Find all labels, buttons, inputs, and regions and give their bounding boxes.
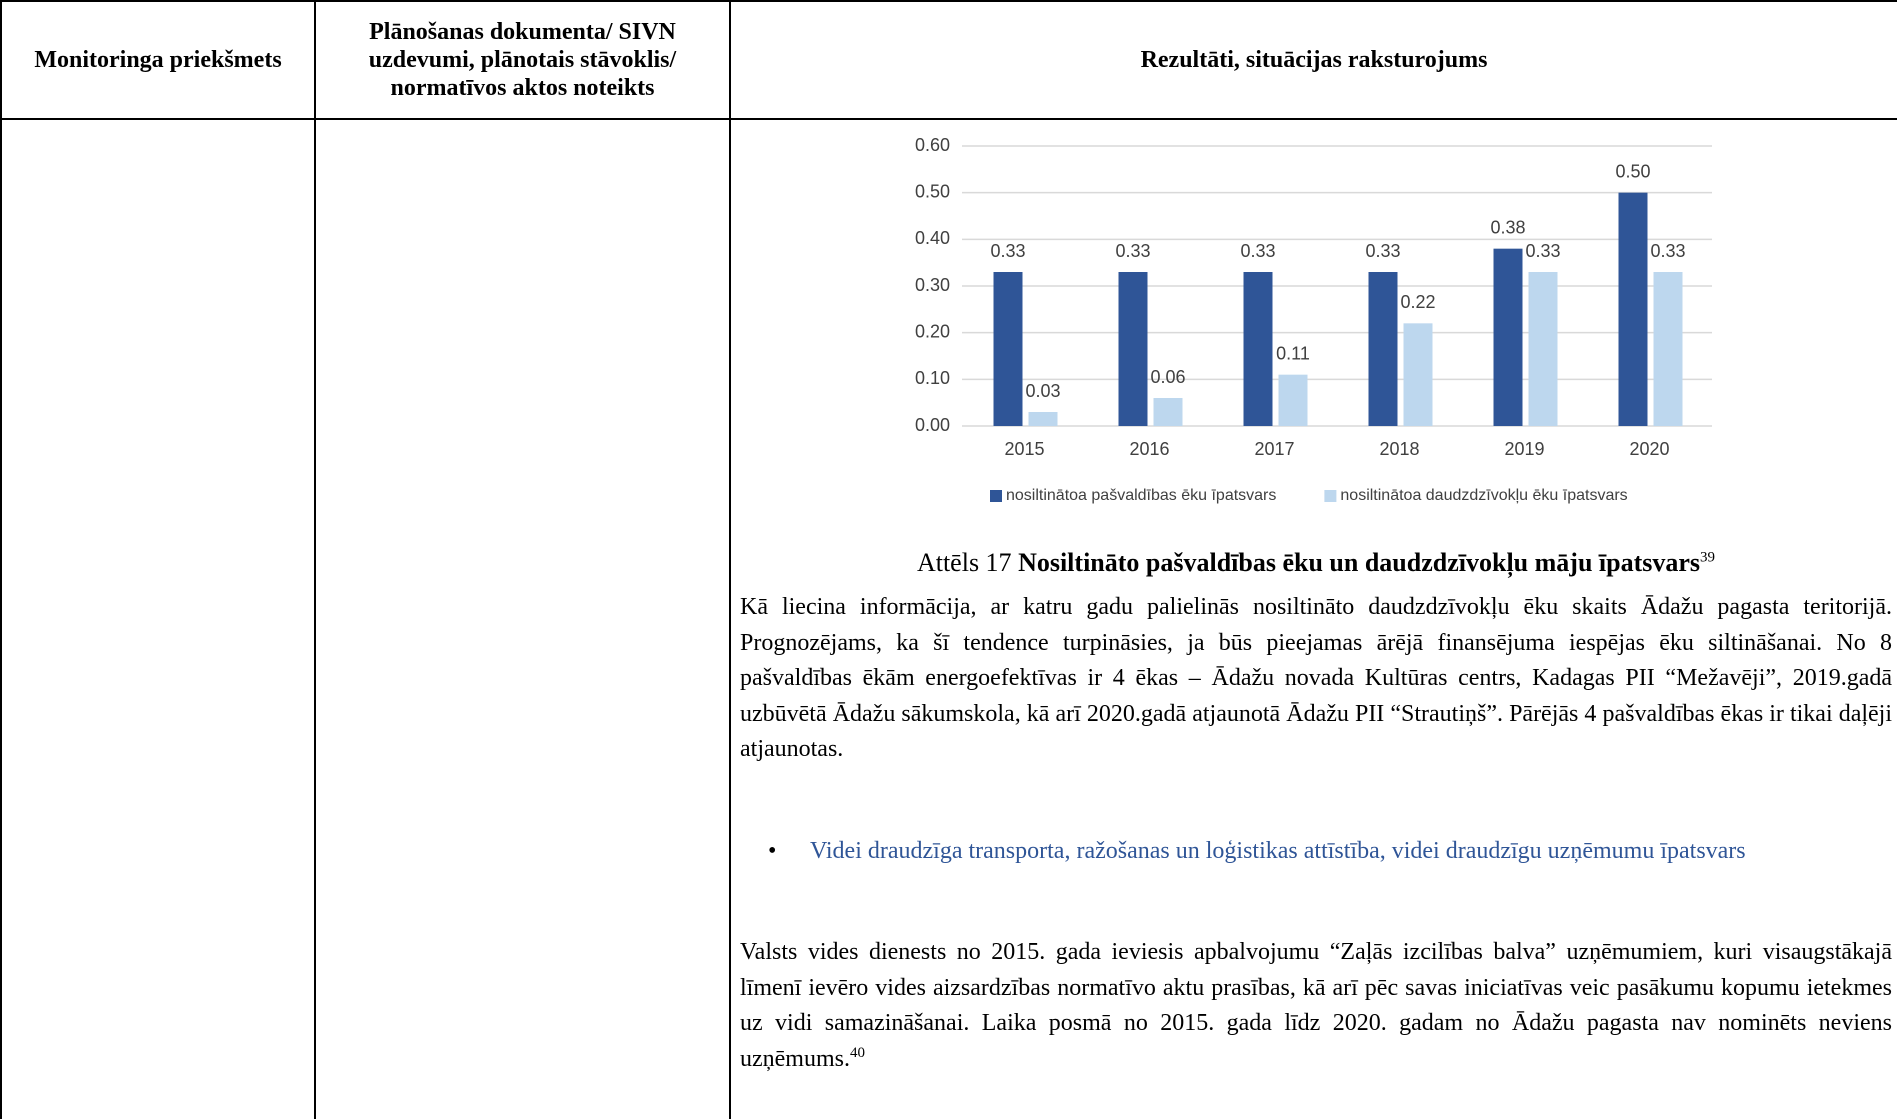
paragraph: Kā liecina informācija, ar katru gadu pa… (740, 594, 1892, 762)
bar (1153, 398, 1183, 426)
bar (1368, 272, 1398, 426)
y-tick-label: 0.50 (915, 181, 950, 201)
x-tick-label: 2015 (1004, 439, 1044, 459)
footnote-ref: 40 (849, 1044, 865, 1061)
caption-prefix: Attēls 17 (916, 548, 1012, 577)
data-label: 0.33 (1525, 241, 1560, 261)
bar (1278, 374, 1308, 426)
y-tick-label: 0.30 (915, 275, 950, 295)
data-label: 0.33 (1650, 241, 1685, 261)
bullet-item: Videi draudzīga transporta, ražošanas un… (810, 838, 1746, 864)
border (729, 0, 731, 1119)
paragraph-text: Valsts vides dienests no 2015. gada ievi… (740, 939, 1892, 1072)
caption-title: Nosiltināto pašvaldības ēku un daudzdzīv… (1018, 548, 1701, 577)
x-tick-label: 2016 (1129, 439, 1169, 459)
border (314, 0, 316, 1119)
border (0, 118, 1897, 120)
bar (1118, 272, 1148, 426)
border (0, 0, 1897, 2)
data-label: 0.33 (990, 241, 1025, 261)
header-cell: Rezultāti, situācijas raksturojums (1140, 47, 1488, 73)
data-label: 0.11 (1276, 343, 1310, 363)
y-tick-label: 0.60 (915, 135, 950, 155)
bar (1618, 192, 1648, 426)
data-label: 0.33 (1240, 241, 1275, 261)
bar (1028, 412, 1058, 426)
border (0, 0, 2, 1119)
data-label: 0.22 (1400, 292, 1435, 312)
bullet: • (768, 838, 777, 864)
y-tick-label: 0.20 (915, 321, 950, 341)
footnote-ref: 39 (1700, 549, 1716, 566)
header-cell: Monitoringa priekšmets (34, 47, 282, 73)
data-label: 0.33 (1365, 241, 1400, 261)
y-tick-label: 0.40 (915, 228, 950, 248)
legend-swatch (990, 490, 1002, 502)
bar (1493, 248, 1523, 426)
bar (1653, 272, 1683, 426)
bar (993, 272, 1023, 426)
header-cell: Plānošanas dokumenta/ SIVN uzdevumi, plā… (368, 19, 677, 101)
legend-label: nosiltinātoa pašvaldības ēku īpatsvars (1006, 487, 1276, 504)
data-label: 0.03 (1025, 381, 1060, 401)
legend-label: nosiltinātoa daudzdzīvokļu ēku īpatsvars (1340, 487, 1627, 504)
x-tick-label: 2018 (1379, 439, 1419, 459)
data-label: 0.06 (1150, 367, 1185, 387)
y-tick-label: 0.10 (915, 368, 950, 388)
data-label: 0.50 (1615, 161, 1650, 181)
bar (1403, 323, 1433, 426)
data-label: 0.33 (1115, 241, 1150, 261)
chart: 0.00 0.10 0.20 0.30 0.40 0.50 0.60 2015 0.33 0.03… (915, 135, 1712, 504)
data-label: 0.38 (1490, 217, 1525, 237)
bar (1243, 272, 1273, 426)
x-tick-label: 2019 (1504, 439, 1544, 459)
y-tick-label: 0.00 (915, 415, 950, 435)
x-tick-label: 2020 (1629, 439, 1669, 459)
paragraph: Valsts vides dienests no 2015. gada ievi… (740, 935, 1892, 1077)
caption: Attēls 17 Nosiltināto pašvaldības ēku un… (740, 545, 1892, 581)
bar (1528, 272, 1558, 426)
legend-swatch (1324, 490, 1337, 502)
x-tick-label: 2017 (1254, 439, 1294, 459)
